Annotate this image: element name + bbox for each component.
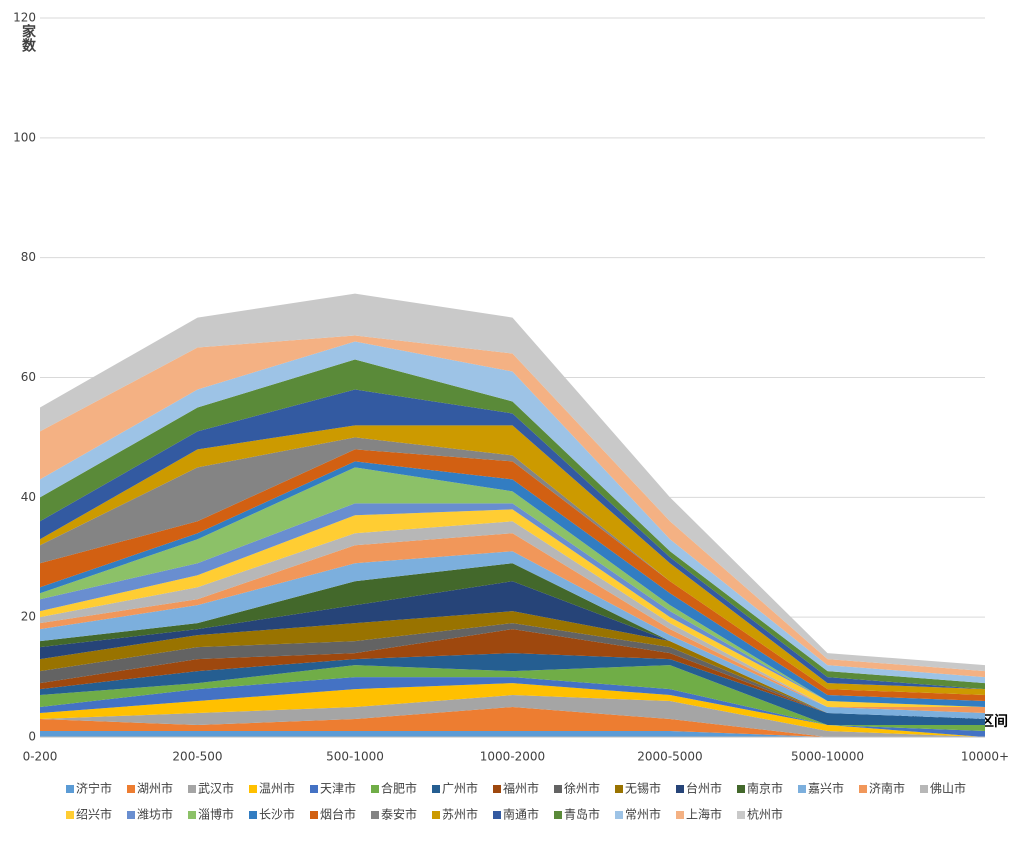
legend-label: 无锡市 [625, 781, 661, 796]
area [40, 665, 985, 732]
legend-label: 济宁市 [76, 781, 112, 796]
legend-label: 潍坊市 [137, 807, 173, 822]
legend-swatch [188, 811, 196, 819]
legend-swatch [615, 811, 623, 819]
legend-swatch [493, 785, 501, 793]
y-tick-label: 40 [21, 490, 36, 504]
y-tick-label: 60 [21, 370, 36, 384]
area [40, 731, 985, 737]
legend-swatch [310, 785, 318, 793]
area [40, 629, 985, 720]
area [40, 449, 985, 702]
area [40, 581, 985, 720]
legend-label: 绍兴市 [76, 807, 112, 822]
area [40, 461, 985, 708]
area [40, 293, 985, 672]
legend-label: 湖州市 [137, 781, 173, 796]
x-tick-label: 5000-10000 [791, 750, 864, 764]
legend-label: 杭州市 [747, 807, 783, 822]
legend-swatch [432, 785, 440, 793]
x-tick-label: 500-1000 [326, 750, 384, 764]
legend-swatch [249, 785, 257, 793]
area [40, 509, 985, 708]
area [40, 521, 985, 708]
y-axis-title: 家数 [20, 23, 36, 53]
legend-label: 南通市 [503, 807, 539, 822]
legend-swatch [676, 811, 684, 819]
area [40, 551, 985, 720]
legend-label: 武汉市 [198, 781, 234, 796]
legend-label: 常州市 [625, 807, 661, 822]
legend-label: 长沙市 [259, 807, 295, 822]
area [40, 695, 985, 737]
y-tick-label: 0 [28, 730, 36, 744]
area [40, 623, 985, 720]
legend-swatch [66, 785, 74, 793]
legend-swatch [920, 785, 928, 793]
legend-label: 泰安市 [381, 807, 417, 822]
legend-swatch [66, 811, 74, 819]
legend-swatch [432, 811, 440, 819]
legend-swatch [615, 785, 623, 793]
legend-label: 台州市 [686, 781, 722, 796]
legend-swatch [310, 811, 318, 819]
legend-swatch [371, 811, 379, 819]
legend-label: 佛山市 [930, 781, 966, 796]
area [40, 707, 985, 737]
legend-swatch [371, 785, 379, 793]
area [40, 503, 985, 708]
area [40, 683, 985, 737]
legend-swatch [554, 811, 562, 819]
area [40, 611, 985, 720]
y-tick-label: 80 [21, 250, 36, 264]
y-tick-label: 100 [13, 130, 36, 144]
x-tick-label: 10000+ [961, 750, 1009, 764]
legend-swatch [249, 811, 257, 819]
legend-swatch [127, 811, 135, 819]
area [40, 677, 985, 737]
legend-swatch [127, 785, 135, 793]
legend-label: 温州市 [259, 781, 295, 796]
legend-label: 济南市 [869, 781, 905, 796]
legend-label: 合肥市 [381, 781, 417, 796]
legend-swatch [188, 785, 196, 793]
legend-label: 苏州市 [442, 807, 478, 822]
legend-swatch [859, 785, 867, 793]
legend-label: 嘉兴市 [808, 781, 844, 796]
legend-label: 天津市 [320, 781, 356, 796]
x-tick-label: 0-200 [23, 750, 58, 764]
legend-label: 青岛市 [564, 807, 600, 822]
legend-swatch [737, 785, 745, 793]
x-tick-label: 1000-2000 [480, 750, 545, 764]
area [40, 533, 985, 714]
y-tick-label: 120 [13, 11, 36, 25]
legend-label: 淄博市 [198, 807, 234, 822]
area [40, 335, 985, 678]
legend-label: 福州市 [503, 781, 539, 796]
x-tick-label: 2000-5000 [637, 750, 702, 764]
legend-label: 上海市 [686, 807, 722, 822]
legend-swatch [554, 785, 562, 793]
legend-label: 烟台市 [320, 807, 356, 822]
area [40, 653, 985, 726]
legend-swatch [737, 811, 745, 819]
legend-label: 徐州市 [564, 781, 600, 796]
legend-label: 广州市 [442, 781, 478, 796]
legend-label: 南京市 [747, 781, 783, 796]
x-tick-label: 200-500 [172, 750, 222, 764]
y-tick-label: 20 [21, 610, 36, 624]
area [40, 425, 985, 696]
legend-swatch [676, 785, 684, 793]
area [40, 467, 985, 708]
legend-swatch [798, 785, 806, 793]
legend-swatch [493, 811, 501, 819]
